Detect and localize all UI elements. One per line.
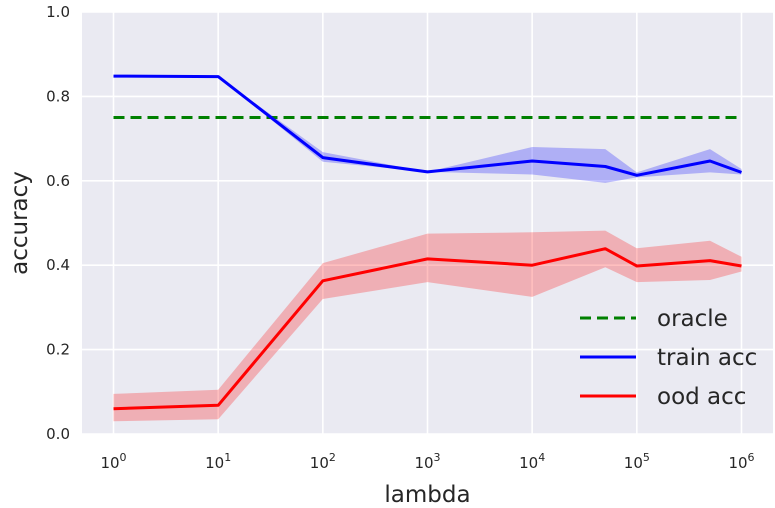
x-axis-title: lambda [384,482,470,508]
x-tick-label: 103 [414,451,440,472]
y-tick-label: 0.6 [46,172,70,190]
y-tick-labels: 0.0 0.2 0.4 0.6 0.8 1.0 [46,3,70,443]
x-tick-label: 101 [205,451,231,472]
grid-lines [82,11,773,435]
y-tick-label: 0.2 [46,341,70,359]
x-tick-label: 106 [728,451,754,472]
x-tick-label: 102 [310,451,336,472]
y-tick-label: 1.0 [46,3,70,21]
x-tick-label: 104 [519,451,545,472]
band-train-acc [113,76,742,183]
y-tick-label: 0.8 [46,87,70,105]
y-tick-label: 0.0 [46,425,70,443]
series-lines [113,74,743,411]
line-train-acc [113,74,743,177]
line-ood-acc [113,247,742,411]
confidence-bands [113,76,742,422]
band-ood-acc [113,230,742,422]
legend-label: oracle [657,306,728,332]
y-tick-label: 0.4 [46,256,70,274]
x-tick-label: 105 [624,451,650,472]
legend-label: train acc [657,345,757,371]
legend-label: ood acc [657,384,746,410]
x-tick-label: 100 [100,451,126,472]
y-axis-title: accuracy [7,171,33,275]
legend: oracle train acc ood acc [580,306,757,410]
x-tick-labels: 100 101 102 103 104 105 106 [100,451,754,472]
